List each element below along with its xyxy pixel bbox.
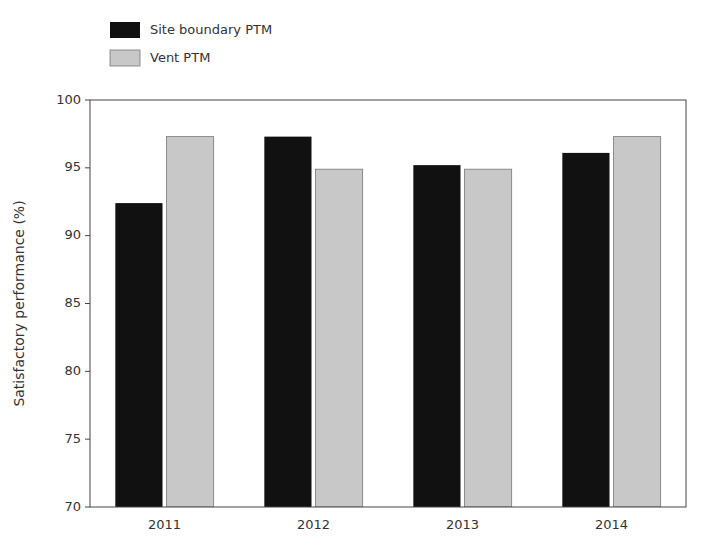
bar <box>413 165 460 507</box>
y-axis: 70 75 80 85 90 95 100 <box>56 92 90 514</box>
y-tick-label: 75 <box>64 431 81 446</box>
y-axis-label: Satisfactory performance (%) <box>11 200 27 406</box>
y-tick <box>85 439 90 440</box>
y-tick-label: 80 <box>64 363 81 378</box>
legend-label: Site boundary PTM <box>150 22 272 37</box>
x-tick-label: 2013 <box>446 517 479 532</box>
y-tick <box>85 100 90 101</box>
bar <box>264 137 311 507</box>
y-tick-label: 90 <box>64 227 81 242</box>
legend-swatch <box>110 50 140 66</box>
chart-svg: 70 75 80 85 90 95 100 2011 2012 2013 2014 Satisfact… <box>0 0 710 557</box>
x-tick-label: 2012 <box>297 517 330 532</box>
y-tick <box>85 371 90 372</box>
bar <box>316 169 363 507</box>
x-tick-label: 2014 <box>595 517 628 532</box>
bar <box>562 153 609 507</box>
y-tick <box>85 507 90 508</box>
x-axis: 2011 2012 2013 2014 <box>148 517 628 532</box>
x-tick-label: 2011 <box>148 517 181 532</box>
bars <box>115 137 660 507</box>
chart-container: 70 75 80 85 90 95 100 2011 2012 2013 2014 Satisfact… <box>0 0 710 557</box>
y-tick <box>85 303 90 304</box>
y-tick <box>85 167 90 168</box>
y-tick-label: 95 <box>64 159 81 174</box>
y-tick-label: 100 <box>56 92 81 107</box>
bar <box>465 169 512 507</box>
legend-swatch <box>110 22 140 38</box>
bar <box>115 203 162 507</box>
plot-frame <box>90 100 686 507</box>
y-tick <box>85 235 90 236</box>
legend: Site boundary PTM Vent PTM <box>110 22 272 67</box>
legend-label: Vent PTM <box>150 50 210 65</box>
bar <box>167 137 214 507</box>
y-tick-label: 70 <box>64 499 81 514</box>
y-tick-label: 85 <box>64 295 81 310</box>
bar <box>614 137 661 507</box>
